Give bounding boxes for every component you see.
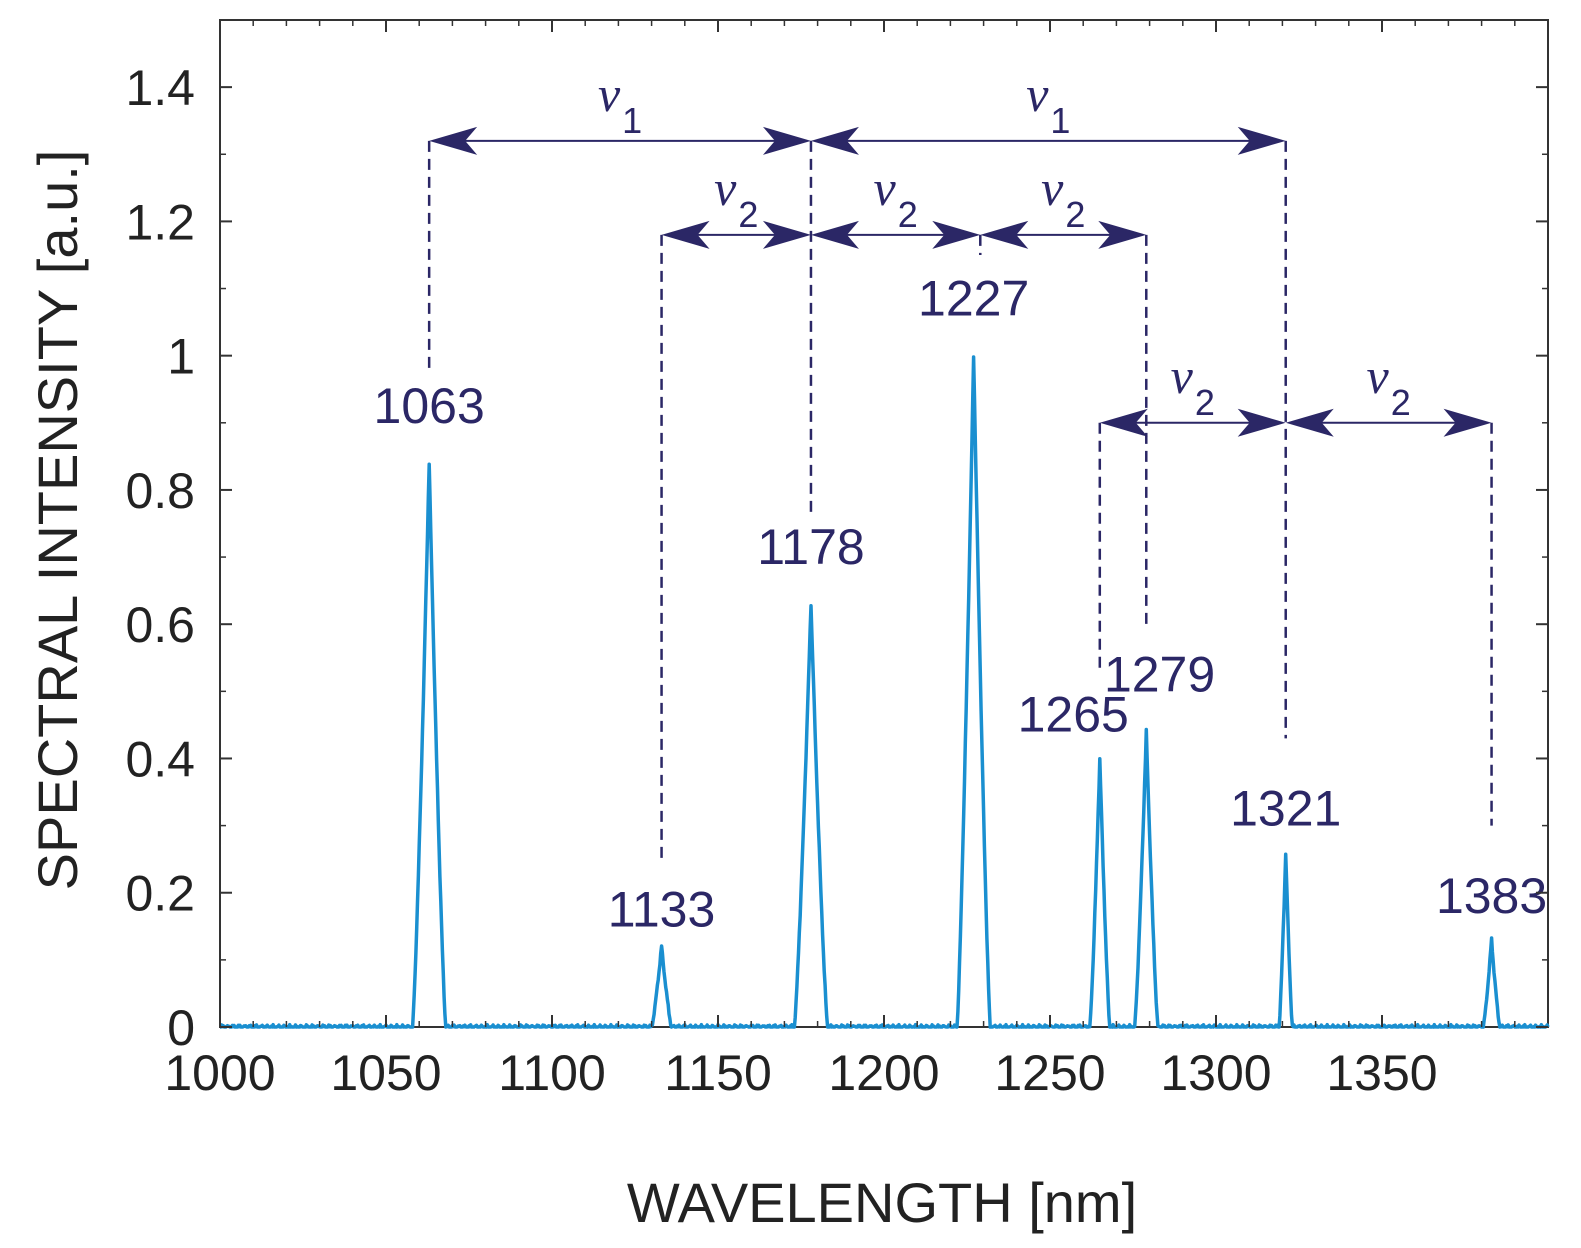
x-tick-label: 1200: [828, 1045, 939, 1101]
y-axis-label: SPECTRAL INTENSITY [a.u.]: [26, 150, 89, 891]
arrow-head: [1443, 408, 1492, 437]
y-tick-label: 1: [167, 329, 195, 385]
arrow-label: ν2: [874, 160, 918, 235]
peak-label: 1265: [1018, 687, 1129, 743]
x-tick-label: 1000: [164, 1045, 275, 1101]
arrows-layer: ν1 ν1 ν2 ν2 ν2 ν2 ν2: [429, 66, 1492, 437]
arrow-label: ν2: [1041, 160, 1085, 235]
arrow-label: ν1: [1026, 66, 1070, 141]
y-tick-label: 0.8: [125, 463, 195, 519]
arrow-head: [980, 220, 1029, 249]
y-tick-label: 0.4: [125, 731, 195, 787]
arrow-head: [1098, 220, 1147, 249]
arrow-head: [1285, 408, 1334, 437]
arrow-label: ν1: [598, 66, 642, 141]
x-tick-label: 1150: [664, 1045, 772, 1101]
arrow-head: [1099, 408, 1148, 437]
arrow-head: [810, 220, 859, 249]
series-layer: [219, 355, 1550, 1029]
x-tick-label: 1350: [1326, 1045, 1437, 1101]
peak-label: 1383: [1436, 868, 1547, 924]
arrow-head: [762, 126, 811, 155]
y-tick-label: 1.4: [125, 60, 195, 116]
ticks-layer: 1000 1050 1100 1150 1200 1250 1300 1350 0 0.2 0.4 0…: [125, 20, 1548, 1101]
y-tick-label: 0.2: [125, 866, 195, 922]
y-tick-label: 0.6: [125, 597, 195, 653]
x-tick-label: 1050: [330, 1045, 441, 1101]
arrow-label: ν2: [1171, 348, 1215, 423]
arrow-head: [429, 126, 478, 155]
peak-label: 1321: [1230, 781, 1341, 837]
arrow-head: [932, 220, 981, 249]
y-tick-label: 0: [167, 1000, 195, 1056]
arrow-head: [810, 126, 859, 155]
x-tick-label: 1100: [498, 1045, 606, 1101]
peak-label: 1279: [1104, 646, 1215, 702]
arrow-head: [762, 220, 811, 249]
peak-label: 1178: [757, 519, 865, 575]
peak-label: 1063: [374, 378, 485, 434]
x-axis-label: WAVELENGTH [nm]: [627, 1171, 1137, 1234]
spectrum-series-line: [219, 355, 1550, 1029]
x-tick-label: 1300: [1160, 1045, 1271, 1101]
y-tick-label: 1.2: [125, 194, 195, 250]
arrow-head: [661, 220, 710, 249]
arrow-head: [1237, 408, 1286, 437]
peak-label: 1227: [918, 270, 1029, 326]
peak-label: 1133: [608, 881, 716, 937]
arrow-head: [1237, 126, 1286, 155]
guide-lines-layer: [427, 140, 1493, 860]
arrow-label: ν2: [1367, 348, 1411, 423]
arrow-label: ν2: [714, 160, 758, 235]
x-tick-label: 1250: [994, 1045, 1105, 1101]
